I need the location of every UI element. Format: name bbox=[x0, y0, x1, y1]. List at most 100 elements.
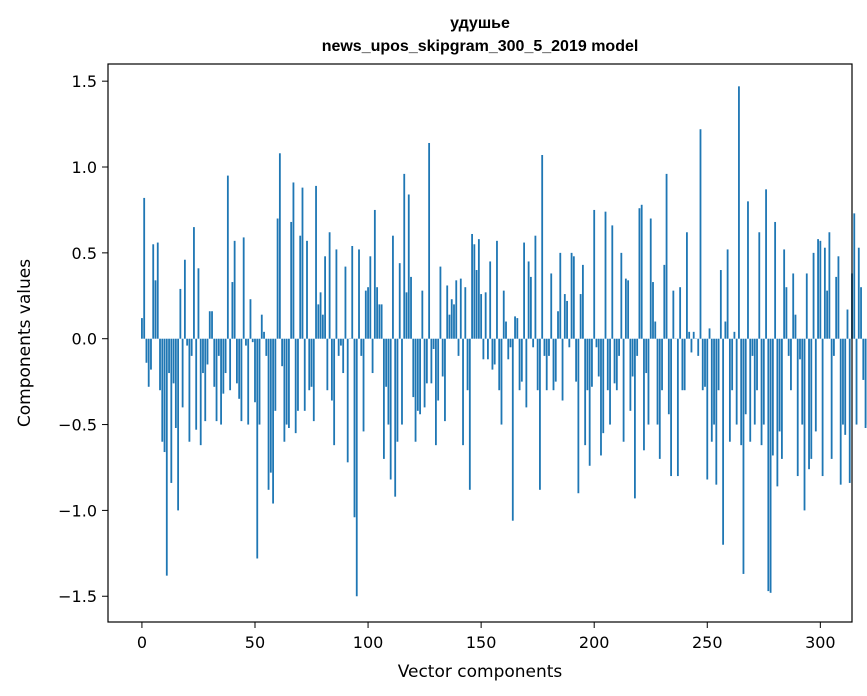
bar-224 bbox=[647, 338, 650, 425]
bar-285 bbox=[785, 287, 788, 339]
bar-126 bbox=[425, 338, 428, 384]
bar-188 bbox=[566, 300, 568, 339]
y-tick-label: 1.0 bbox=[72, 158, 97, 177]
bar-258 bbox=[724, 321, 727, 339]
bar-186 bbox=[561, 338, 564, 401]
bar-153 bbox=[487, 338, 489, 360]
bar-132 bbox=[439, 266, 442, 339]
bar-97 bbox=[360, 338, 363, 356]
bar-318 bbox=[860, 287, 862, 339]
bar-278 bbox=[769, 338, 772, 593]
bar-210 bbox=[615, 338, 618, 391]
chart-title: удушье bbox=[450, 15, 510, 32]
bar-110 bbox=[389, 338, 392, 480]
bar-66 bbox=[290, 221, 293, 339]
bar-232 bbox=[665, 173, 668, 339]
bar-65 bbox=[288, 338, 290, 428]
x-tick-label: 300 bbox=[805, 633, 836, 652]
bar-189 bbox=[568, 338, 571, 348]
bar-29 bbox=[206, 338, 209, 365]
bar-241 bbox=[686, 232, 688, 339]
bar-51 bbox=[256, 338, 259, 559]
bar-161 bbox=[505, 321, 507, 339]
bar-67 bbox=[292, 182, 295, 339]
bar-73 bbox=[306, 240, 308, 339]
bar-181 bbox=[550, 273, 553, 339]
bar-252 bbox=[710, 338, 713, 442]
bar-108 bbox=[385, 338, 388, 387]
bar-230 bbox=[661, 338, 663, 391]
bar-146 bbox=[471, 233, 473, 339]
bar-53 bbox=[260, 314, 263, 339]
bar-3 bbox=[147, 338, 150, 387]
bar-220 bbox=[638, 208, 641, 339]
bar-315 bbox=[853, 213, 856, 339]
bar-317 bbox=[857, 247, 860, 339]
bar-202 bbox=[597, 338, 600, 377]
bar-117 bbox=[405, 292, 408, 339]
bar-159 bbox=[500, 338, 503, 425]
bar-179 bbox=[545, 338, 548, 391]
bar-74 bbox=[308, 338, 311, 391]
y-tick-label: 0.0 bbox=[72, 330, 97, 349]
bar-11 bbox=[165, 338, 168, 576]
bar-203 bbox=[600, 338, 602, 456]
x-tick-label: 250 bbox=[692, 633, 723, 652]
bar-50 bbox=[254, 338, 256, 403]
bar-156 bbox=[493, 338, 496, 365]
bar-276 bbox=[765, 189, 767, 339]
bar-299 bbox=[817, 239, 819, 339]
bar-195 bbox=[581, 264, 584, 339]
bar-85 bbox=[333, 338, 336, 446]
bar-219 bbox=[636, 338, 639, 356]
bar-221 bbox=[640, 204, 643, 339]
bar-152 bbox=[484, 292, 487, 339]
x-tick-label: 150 bbox=[466, 633, 497, 652]
bar-311 bbox=[844, 338, 847, 435]
bar-125 bbox=[423, 338, 426, 408]
bar-78 bbox=[317, 304, 320, 339]
bar-103 bbox=[373, 209, 376, 339]
bar-48 bbox=[249, 299, 252, 339]
bar-94 bbox=[353, 338, 356, 518]
bar-295 bbox=[808, 338, 810, 470]
y-tick-label: −0.5 bbox=[58, 416, 97, 435]
bar-262 bbox=[733, 331, 736, 339]
bar-33 bbox=[215, 338, 218, 422]
bar-277 bbox=[767, 338, 770, 592]
bar-240 bbox=[683, 338, 686, 391]
bar-138 bbox=[453, 304, 455, 339]
bar-168 bbox=[520, 338, 523, 382]
bar-312 bbox=[846, 309, 849, 339]
bar-176 bbox=[539, 338, 541, 490]
bar-316 bbox=[855, 338, 858, 425]
bar-36 bbox=[222, 338, 225, 394]
bar-129 bbox=[432, 338, 435, 350]
bar-255 bbox=[717, 338, 720, 391]
bar-182 bbox=[552, 338, 555, 391]
bar-12 bbox=[168, 338, 170, 374]
bar-31 bbox=[211, 311, 213, 339]
bar-133 bbox=[441, 338, 444, 377]
bar-190 bbox=[570, 252, 573, 339]
bar-191 bbox=[572, 256, 575, 339]
bar-310 bbox=[842, 338, 844, 425]
y-tick-label: −1.0 bbox=[58, 501, 97, 520]
bar-283 bbox=[780, 338, 783, 459]
bar-142 bbox=[462, 338, 464, 446]
bar-79 bbox=[319, 292, 322, 339]
bar-28 bbox=[204, 338, 207, 422]
bar-200 bbox=[593, 209, 596, 339]
bar-71 bbox=[301, 187, 304, 339]
bar-183 bbox=[554, 338, 557, 382]
bar-298 bbox=[814, 338, 817, 432]
bar-243 bbox=[690, 338, 693, 353]
bar-237 bbox=[676, 338, 679, 477]
bar-178 bbox=[543, 338, 546, 356]
chart-subtitle: news_upos_skipgram_300_5_2019 model bbox=[322, 38, 639, 55]
bar-192 bbox=[575, 338, 578, 382]
bar-260 bbox=[728, 338, 731, 442]
bar-59 bbox=[274, 338, 277, 411]
y-tick-label: 1.5 bbox=[72, 72, 97, 91]
bar-289 bbox=[794, 314, 797, 339]
